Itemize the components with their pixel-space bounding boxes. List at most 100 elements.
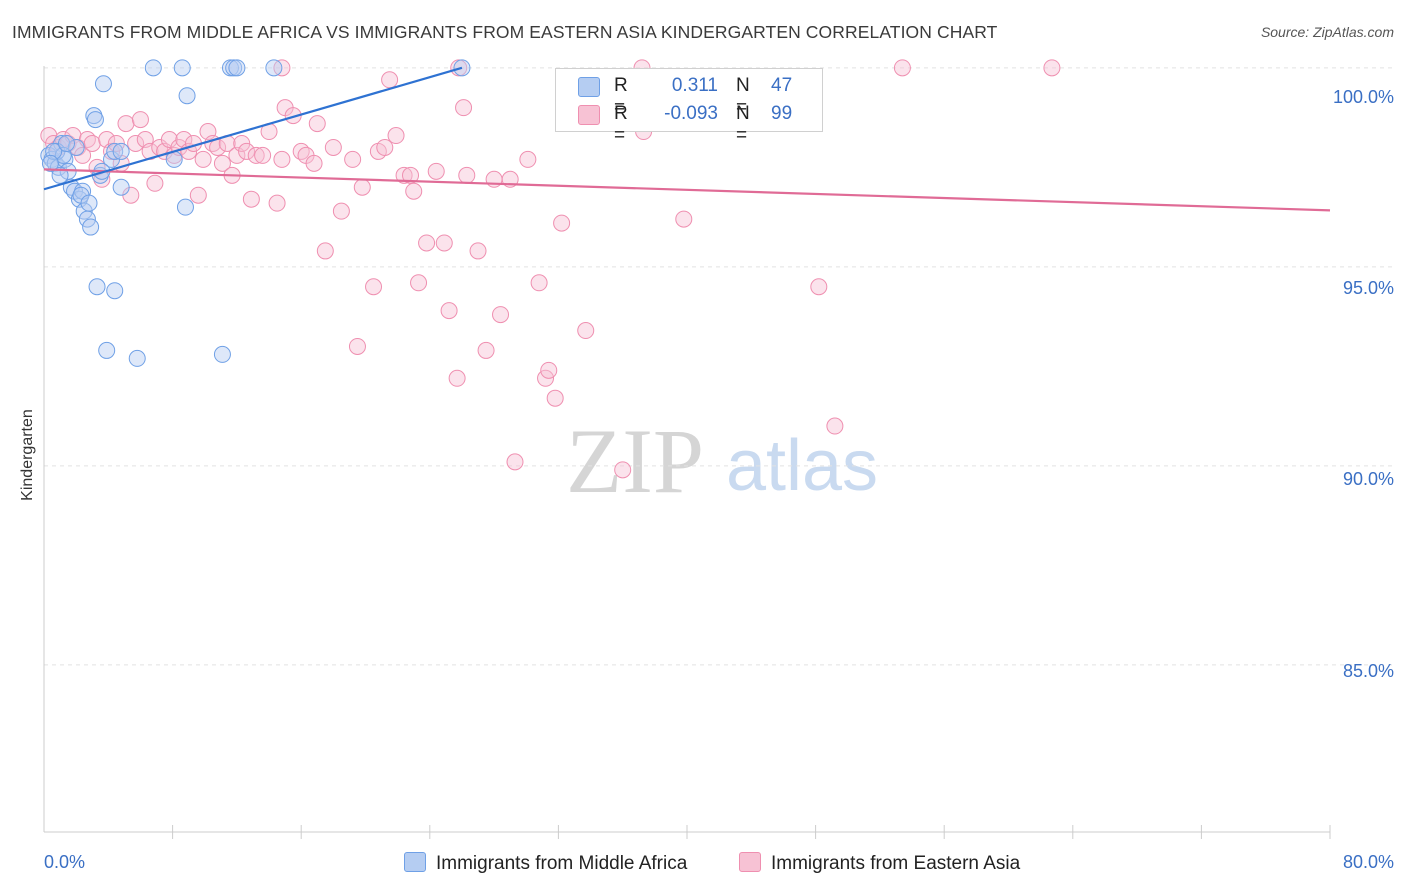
eastern-asia-point [492,306,510,324]
eastern-asia-point [1043,59,1061,77]
eastern-asia-point [546,389,564,407]
eastern-asia-point [530,274,548,292]
eastern-asia-point [519,150,537,168]
middle-africa-point [213,345,231,363]
eastern-asia-point [427,162,445,180]
source-label: Source: ZipAtlas.com [1260,24,1394,40]
stats-legend: R = 0.311 N = 47 R = -0.093 N = 99 [555,68,823,146]
x-tick-max: 80.0% [1342,852,1394,872]
eastern-asia-point [440,302,458,320]
eastern-asia-point [194,150,212,168]
eastern-asia-point [242,190,260,208]
eastern-asia-point [810,278,828,296]
eastern-asia-point [402,166,420,184]
r-label: R = [614,103,628,146]
eastern-asia-point [506,453,524,471]
middle-africa-point [67,138,85,156]
middle-africa-point [128,349,146,367]
watermark-zip: ZIP [566,410,704,512]
eastern-asia-point [348,337,366,355]
eastern-asia-point [553,214,571,232]
middle-africa-point [88,278,106,296]
eastern-asia-point [316,242,334,260]
eastern-asia-point [344,150,362,168]
eastern-asia-point [213,154,231,172]
eastern-asia-point [273,150,291,168]
middle-africa-point [41,154,59,172]
eastern-asia-point [893,59,911,77]
n-value: 47 [771,75,793,96]
blue-swatch [404,852,426,872]
middle-africa-point [265,59,283,77]
eastern-asia-point [675,210,693,228]
legend-label: Immigrants from Middle Africa [436,853,688,874]
pink-swatch [739,852,761,872]
eastern-asia-point [418,234,436,252]
eastern-asia-point [353,178,371,196]
r-label: R = [614,75,628,118]
eastern-asia-point [469,242,487,260]
eastern-asia-point [308,115,326,133]
r-value: -0.093 [664,103,718,124]
blue-swatch [578,77,600,97]
middle-africa-point [106,282,124,300]
middle-africa-point [112,178,130,196]
middle-africa-point [94,75,112,93]
eastern-asia-point [826,417,844,435]
legend-item-middle-africa[interactable]: Immigrants from Middle Africa [404,852,687,875]
middle-africa-trendline [43,66,463,191]
y-tick-95: 95.0% [1342,278,1394,298]
legend-item-eastern-asia[interactable]: Immigrants from Eastern Asia [739,852,1020,875]
eastern-asia-point [577,322,595,340]
eastern-asia-point [127,134,145,152]
eastern-asia-point [381,71,399,89]
eastern-asia-point [146,174,164,192]
eastern-asia-point [189,186,207,204]
pink-swatch [578,105,600,125]
eastern-asia-point [268,194,286,212]
eastern-asia-trendline [43,168,1331,212]
n-value: 99 [771,103,793,124]
n-label: N = [736,103,750,146]
middle-africa-point [86,111,104,129]
eastern-asia-point [332,202,350,220]
middle-africa-point [173,59,191,77]
eastern-asia-point [540,361,558,379]
middle-africa-point [82,218,100,236]
middle-africa-point [112,142,130,160]
middle-africa-point [98,341,116,359]
legend-label: Immigrants from Eastern Asia [771,853,1021,874]
eastern-asia-point [477,341,495,359]
eastern-asia-point [614,461,632,479]
x-tick-min: 0.0% [44,852,86,872]
eastern-asia-point [131,111,149,129]
eastern-asia-point [458,166,476,184]
eastern-asia-point [247,146,265,164]
middle-africa-point [58,134,76,152]
chart-title: IMMIGRANTS FROM MIDDLE AFRICA VS IMMIGRA… [12,22,998,42]
eastern-asia-point [365,278,383,296]
eastern-asia-point [254,146,272,164]
eastern-asia-point [448,369,466,387]
middle-africa-point [144,59,162,77]
eastern-asia-point [233,134,251,152]
middle-africa-point [228,59,246,77]
n-label: N = [736,75,750,118]
middle-africa-point [80,194,98,212]
middle-africa-point [51,166,69,184]
eastern-asia-point [376,138,394,156]
middle-africa-point [106,142,124,160]
y-tick-90: 90.0% [1342,469,1394,489]
eastern-asia-point [117,115,135,133]
eastern-asia-point [405,182,423,200]
eastern-asia-point [83,134,101,152]
eastern-asia-point [395,166,413,184]
eastern-asia-point [455,99,473,117]
eastern-asia-point [387,127,405,145]
middle-africa-point [176,198,194,216]
middle-africa-point [178,87,196,105]
eastern-asia-point [305,154,323,172]
eastern-asia-point [324,138,342,156]
y-tick-85: 85.0% [1342,661,1394,681]
